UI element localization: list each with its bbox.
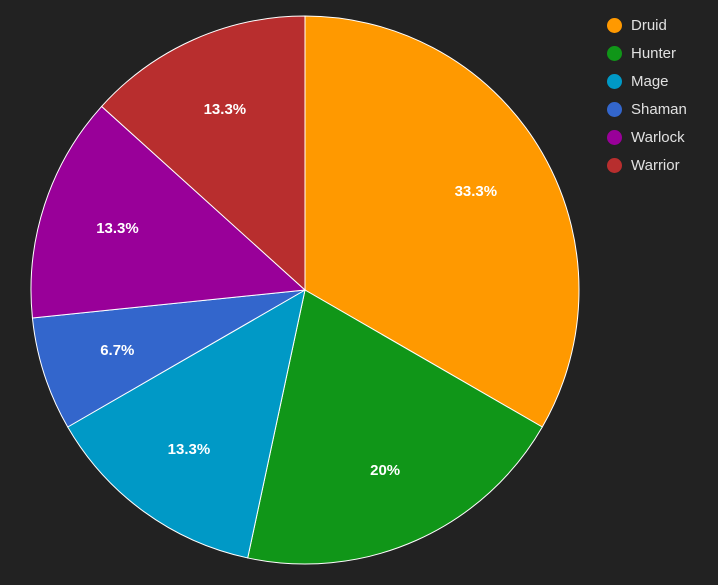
slice-label-warrior: 13.3% [204,101,247,118]
slice-label-mage: 13.3% [168,441,211,458]
legend-item-warrior[interactable]: Warrior [607,151,687,179]
pie-slice-warrior[interactable] [100,15,306,292]
legend-swatch-icon [607,129,622,145]
legend-label: Shaman [631,100,687,118]
slice-label-shaman: 6.7% [100,342,134,359]
pie-slice-hunter[interactable] [247,289,543,565]
legend-item-hunter[interactable]: Hunter [607,39,687,67]
chart-legend: Druid Hunter Mage Shaman Warlock Warrior [607,11,687,179]
legend-swatch-icon [607,17,622,33]
legend-swatch-icon [607,157,622,173]
slice-label-druid: 33.3% [455,183,498,200]
slice-label-hunter: 20% [370,462,400,479]
legend-item-mage[interactable]: Mage [607,67,687,95]
pie-slice-mage[interactable] [67,289,306,559]
legend-swatch-icon [607,73,622,89]
legend-label: Hunter [631,44,677,62]
legend-label: Mage [631,72,669,90]
legend-swatch-icon [607,45,622,61]
legend-item-shaman[interactable]: Shaman [607,95,687,123]
pie-slice-warlock[interactable] [30,105,307,319]
pie-slice-druid[interactable] [304,15,580,428]
legend-item-warlock[interactable]: Warlock [607,123,687,151]
pie-slice-shaman[interactable] [31,289,306,428]
legend-swatch-icon [607,101,622,117]
slice-label-warlock: 13.3% [96,220,139,237]
legend-label: Druid [631,16,667,34]
legend-item-druid[interactable]: Druid [607,11,687,39]
legend-label: Warrior [631,156,680,174]
legend-label: Warlock [631,128,685,146]
